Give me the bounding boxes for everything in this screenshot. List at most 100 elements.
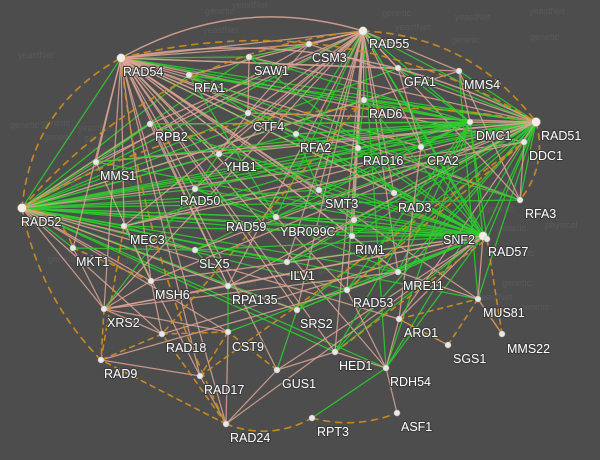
orange-dashed-edge [199, 331, 229, 377]
graph-node-ybr099c[interactable] [350, 216, 358, 224]
graph-node-rad24[interactable] [222, 420, 230, 428]
orange-dashed-edge [161, 331, 229, 335]
watermark-text: genetic [505, 248, 535, 258]
graph-node-xrs2[interactable] [100, 305, 108, 313]
green-edge [334, 121, 471, 353]
salmon-edge [398, 121, 537, 320]
salmon-edge [276, 351, 336, 371]
graph-node-slx5[interactable] [191, 246, 199, 254]
graph-node-rad53[interactable] [343, 286, 351, 294]
curved-orange-dashed-edge [362, 30, 537, 123]
graph-node-mms4[interactable] [455, 67, 463, 75]
green-edge [120, 57, 537, 123]
node-label-rpt3: RPT3 [317, 425, 349, 439]
node-label-rad53: RAD53 [353, 296, 393, 310]
green-edge [295, 133, 521, 201]
graph-node-rfa2[interactable] [292, 130, 300, 138]
graph-node-gfa1[interactable] [394, 64, 402, 72]
graph-node-rim1[interactable] [348, 232, 356, 240]
node-label-rad57: RAD57 [488, 245, 528, 259]
graph-node-sgs1[interactable] [444, 341, 452, 349]
graph-node-rfa3[interactable] [516, 196, 524, 204]
watermark-text: genetic [44, 132, 74, 142]
graph-node-mus81[interactable] [474, 295, 482, 303]
graph-node-smt3[interactable] [315, 186, 323, 194]
graph-node-rad59[interactable] [272, 213, 280, 221]
salmon-edge [103, 57, 122, 310]
node-label-mkt1: MKT1 [76, 255, 109, 269]
graph-node-rpt3[interactable] [308, 414, 316, 422]
graph-node-rad52[interactable] [17, 203, 27, 213]
node-label-cpa2: CPA2 [427, 154, 459, 168]
graph-node-mkt1[interactable] [69, 244, 77, 252]
salmon-edge [120, 57, 278, 371]
node-label-rad24: RAD24 [230, 431, 270, 445]
graph-node-gus1[interactable] [273, 366, 281, 374]
node-label-mms1: MMS1 [100, 169, 136, 183]
graph-node-ilv1[interactable] [283, 258, 291, 266]
graph-node-ctf4[interactable] [244, 109, 252, 117]
graph-node-ddc1[interactable] [520, 138, 528, 146]
node-label-rad50: RAD50 [180, 194, 220, 208]
graph-node-csm3[interactable] [305, 40, 313, 48]
watermark-text: genetic [416, 242, 446, 252]
graph-node-yhb1[interactable] [215, 150, 223, 158]
graph-node-rad54[interactable] [116, 53, 126, 63]
graph-node-cst9[interactable] [224, 328, 232, 336]
curved-orange-dashed-edge [21, 207, 102, 361]
graph-node-rpa135[interactable] [224, 282, 232, 290]
watermark-text: yeastNet [477, 292, 513, 302]
node-label-rad55: RAD55 [369, 37, 409, 51]
green-edge [295, 121, 471, 135]
watermark-text: genetic [502, 278, 532, 288]
node-label-rad52: RAD52 [21, 215, 61, 229]
graph-node-msh6[interactable] [147, 277, 155, 285]
watermark-text: physical [88, 145, 121, 155]
graph-node-cpa2[interactable] [417, 143, 425, 151]
graph-node-saw1[interactable] [245, 53, 253, 61]
graph-node-hed1[interactable] [331, 348, 339, 356]
graph-node-rad18[interactable] [158, 330, 166, 338]
green-edge [275, 216, 488, 240]
graph-node-asf1[interactable] [393, 409, 401, 417]
graph-node-aro1[interactable] [395, 315, 403, 323]
orange-dashed-edge [334, 238, 488, 353]
graph-node-mec3[interactable] [120, 222, 128, 230]
graph-node-dmc1[interactable] [466, 118, 474, 126]
node-label-gfa1: GFA1 [404, 75, 436, 89]
graph-node-rfa1[interactable] [185, 71, 193, 79]
graph-node-rad17[interactable] [196, 372, 204, 380]
graph-node-rad57[interactable] [483, 235, 491, 243]
graph-node-rad3[interactable] [390, 189, 398, 197]
graph-node-mre11[interactable] [394, 268, 402, 276]
node-label-rad17: RAD17 [204, 383, 244, 397]
graph-node-mms1[interactable] [92, 158, 100, 166]
graph-node-rad6[interactable] [360, 96, 368, 104]
salmon-edge [346, 271, 399, 291]
watermark-text: genetic [10, 120, 40, 130]
node-layer[interactable] [17, 26, 541, 428]
graph-node-rad16[interactable] [354, 144, 362, 152]
graph-node-rad50[interactable] [191, 185, 199, 193]
graph-node-rad55[interactable] [358, 26, 368, 36]
graph-node-rad9[interactable] [97, 356, 105, 364]
green-edge [149, 123, 484, 237]
node-label-mec3: MEC3 [130, 233, 165, 247]
graph-node-rdh54[interactable] [382, 364, 390, 372]
graph-node-rpb2[interactable] [146, 120, 154, 128]
green-edge [123, 225, 484, 237]
salmon-edge [21, 207, 163, 335]
graph-node-srs2[interactable] [293, 306, 301, 314]
green-edge [363, 99, 471, 123]
salmon-edge [150, 235, 484, 282]
graph-node-rad51[interactable] [531, 117, 541, 127]
salmon-edge [123, 141, 525, 227]
watermark-text: genetic [252, 292, 282, 302]
orange-dashed-edge [100, 333, 163, 361]
node-label-ybr099c: YBR099C [280, 225, 336, 239]
graph-node-mms22[interactable] [498, 330, 506, 338]
curved-salmon-edge [120, 47, 537, 123]
salmon-edge [120, 30, 364, 59]
node-label-csm3: CSM3 [312, 51, 347, 65]
